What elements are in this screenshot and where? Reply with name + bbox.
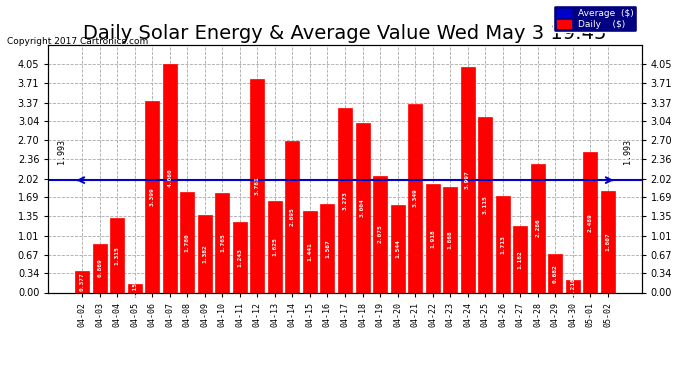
Legend: Average  ($), Daily    ($): Average ($), Daily ($) <box>553 5 637 32</box>
Text: 1.567: 1.567 <box>325 239 330 258</box>
Text: 3.115: 3.115 <box>482 195 488 214</box>
Bar <box>75 271 89 292</box>
Text: 1.544: 1.544 <box>395 240 400 258</box>
Bar <box>461 67 475 292</box>
Bar <box>92 243 107 292</box>
Bar <box>426 184 440 292</box>
Text: 2.695: 2.695 <box>290 207 295 226</box>
Text: 1.993: 1.993 <box>623 140 632 164</box>
Text: 1.315: 1.315 <box>115 246 120 265</box>
Text: 3.781: 3.781 <box>255 177 260 195</box>
Text: 1.625: 1.625 <box>273 237 277 256</box>
Text: 1.780: 1.780 <box>185 233 190 252</box>
Text: 1.807: 1.807 <box>605 232 610 251</box>
Bar <box>128 284 142 292</box>
Text: 3.004: 3.004 <box>360 198 365 217</box>
Bar <box>408 104 422 292</box>
Text: 3.997: 3.997 <box>465 171 470 189</box>
Bar <box>110 218 124 292</box>
Title: Daily Solar Energy & Average Value Wed May 3 19:45: Daily Solar Energy & Average Value Wed M… <box>83 24 607 44</box>
Text: 3.273: 3.273 <box>342 191 348 210</box>
Bar <box>250 80 264 292</box>
Text: 2.286: 2.286 <box>535 219 540 237</box>
Bar <box>198 214 212 292</box>
Text: 2.489: 2.489 <box>588 213 593 232</box>
Bar <box>303 211 317 292</box>
Bar <box>548 254 562 292</box>
Text: 1.868: 1.868 <box>448 231 453 249</box>
Bar <box>320 204 335 292</box>
Text: Copyright 2017 Cartronics.com: Copyright 2017 Cartronics.com <box>7 38 148 46</box>
Bar <box>443 187 457 292</box>
Text: 3.349: 3.349 <box>413 189 417 207</box>
Text: 0.869: 0.869 <box>97 259 102 278</box>
Text: 1.765: 1.765 <box>220 233 225 252</box>
Bar <box>478 117 492 292</box>
Text: 1.918: 1.918 <box>430 229 435 248</box>
Text: 0.682: 0.682 <box>553 264 558 283</box>
Bar <box>513 226 527 292</box>
Bar <box>601 190 615 292</box>
Bar <box>215 193 229 292</box>
Text: 1.713: 1.713 <box>500 235 505 254</box>
Bar <box>180 192 195 292</box>
Text: 2.075: 2.075 <box>377 225 382 243</box>
Text: 3.399: 3.399 <box>150 187 155 206</box>
Bar <box>355 123 370 292</box>
Bar <box>566 280 580 292</box>
Bar <box>391 206 404 292</box>
Text: 0.156: 0.156 <box>132 279 137 297</box>
Bar <box>163 64 177 292</box>
Bar <box>583 152 598 292</box>
Text: 0.377: 0.377 <box>80 273 85 291</box>
Text: 4.060: 4.060 <box>168 169 172 188</box>
Bar <box>286 141 299 292</box>
Bar <box>531 164 544 292</box>
Bar <box>146 101 159 292</box>
Text: 0.216: 0.216 <box>570 277 575 296</box>
Text: 1.243: 1.243 <box>237 248 242 267</box>
Bar <box>268 201 282 292</box>
Bar <box>338 108 352 292</box>
Bar <box>495 196 510 292</box>
Bar <box>233 222 247 292</box>
Bar <box>373 176 387 292</box>
Text: 1.441: 1.441 <box>308 243 313 261</box>
Text: 1.182: 1.182 <box>518 250 522 268</box>
Text: 1.993: 1.993 <box>57 140 66 164</box>
Text: 1.382: 1.382 <box>202 244 208 263</box>
